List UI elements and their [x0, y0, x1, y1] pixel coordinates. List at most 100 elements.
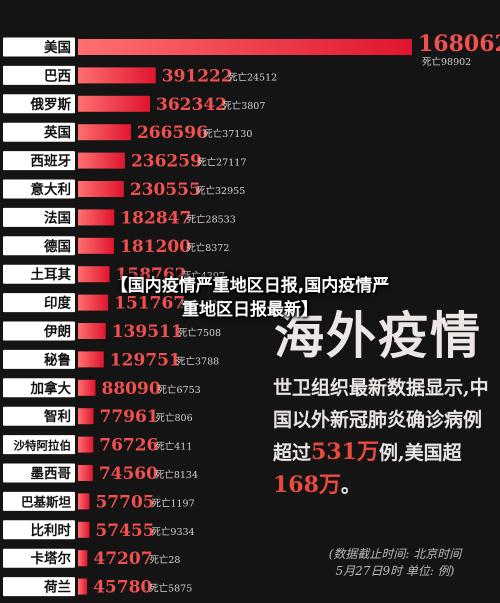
description-part3: 。 [340, 475, 360, 497]
bar [78, 237, 115, 254]
deaths-label: 死亡98902 [422, 56, 471, 68]
country-label: 比利时 [31, 522, 72, 539]
footnote-line2: 5月27日9时 单位: 例) [335, 564, 455, 578]
deaths-label: 死亡24512 [228, 71, 277, 83]
country-label-box [3, 548, 75, 568]
value-label: 47207 [93, 549, 152, 569]
country-label-box [3, 65, 75, 85]
country-label: 印度 [44, 295, 71, 312]
country-label-box [3, 435, 75, 455]
deaths-label: 死亡8134 [155, 469, 198, 481]
country-label-box [3, 378, 75, 398]
overlay-title-line1: 【国内疫情严重地区日报,国内疫情严 [110, 276, 390, 296]
deaths-label: 死亡28 [149, 554, 180, 566]
deaths-label: 死亡3788 [176, 355, 219, 367]
bar [78, 465, 93, 481]
value-label: 88090 [102, 379, 161, 399]
deaths-label: 死亡3807 [222, 100, 265, 112]
value-label: 1680625 [418, 31, 500, 57]
deaths-label: 死亡28533 [187, 213, 236, 225]
country-label-box [3, 463, 75, 483]
description-part2: 例,美国超 [378, 442, 462, 464]
country-label: 墨西哥 [31, 466, 72, 482]
bar [78, 39, 412, 55]
deaths-label: 死亡37130 [203, 128, 252, 140]
country-label-box [3, 520, 75, 540]
country-label: 意大利 [31, 181, 72, 198]
country-label: 英国 [43, 124, 71, 141]
value-label: 362342 [156, 95, 227, 115]
country-label: 美国 [44, 39, 71, 56]
value-label: 181200 [120, 237, 191, 257]
overlay-title-line2: 重地区日报最新】 [182, 300, 318, 320]
deaths-label: 死亡6753 [158, 384, 201, 396]
bar [78, 408, 94, 425]
country-label-box [3, 321, 75, 341]
country-label: 伊朗 [43, 323, 71, 340]
deaths-label: 死亡32955 [196, 185, 245, 197]
bar [78, 152, 125, 169]
value-label: 45780 [93, 578, 152, 598]
country-label-box [3, 151, 75, 171]
bar [78, 493, 90, 510]
country-label: 秘鲁 [44, 351, 71, 368]
country-label: 德国 [44, 238, 71, 255]
deaths-label: 死亡7508 [178, 327, 221, 339]
bar [78, 351, 104, 368]
country-label: 西班牙 [31, 153, 72, 170]
deaths-label: 死亡27117 [197, 157, 246, 169]
country-label-box [3, 37, 75, 57]
value-label: 182847 [120, 208, 191, 228]
country-label-box [3, 179, 75, 199]
bar [78, 67, 156, 84]
deaths-label: 死亡8372 [186, 242, 229, 254]
value-label: 139511 [112, 322, 183, 342]
deaths-label: 死亡411 [155, 441, 192, 453]
bar [78, 124, 131, 141]
country-label-box [3, 349, 75, 369]
country-label-box [3, 236, 75, 256]
bar [78, 266, 110, 283]
country-label-box [3, 94, 75, 114]
bar [78, 550, 88, 567]
bar [78, 379, 96, 396]
value-label: 57705 [95, 492, 154, 512]
value-label: 236259 [131, 152, 202, 172]
value-label: 158762 [116, 265, 187, 285]
country-label: 法国 [44, 209, 71, 226]
country-label: 沙特阿拉伯 [14, 439, 72, 453]
bar [78, 209, 115, 226]
description-number-global: 531万 [311, 439, 379, 465]
value-label: 129751 [110, 350, 181, 370]
deaths-label: 死亡4397 [182, 270, 225, 282]
deaths-label: 死亡806 [155, 412, 192, 424]
value-label: 74560 [99, 464, 158, 484]
country-label: 土耳其 [31, 266, 72, 283]
country-label: 俄罗斯 [30, 96, 72, 113]
country-label-box [3, 406, 75, 426]
overlay-title: 【国内疫情严重地区日报,国内疫情严 重地区日报最新】 [60, 274, 440, 322]
country-label-box [3, 577, 75, 597]
country-label: 巴基斯坦 [21, 494, 72, 509]
deaths-label: 死亡1197 [151, 497, 194, 509]
deaths-label: 死亡4337 [180, 299, 223, 311]
country-label-box [3, 264, 75, 284]
country-label: 智利 [44, 408, 71, 425]
value-label: 57455 [95, 521, 154, 541]
country-label-box [3, 122, 75, 142]
country-label: 巴西 [44, 68, 71, 84]
data-footnote: (数据截止时间: 北京时间 5月27日9时 单位: 例) [300, 546, 490, 580]
description-text: 世卫组织最新数据显示,中国以外新冠肺炎确诊病例超过531万例,美国超 168万。 [273, 372, 491, 502]
bar [78, 294, 109, 311]
deaths-label: 死亡9334 [151, 526, 194, 538]
bar [78, 181, 124, 197]
country-label: 加拿大 [30, 380, 72, 397]
value-label: 230555 [130, 180, 201, 200]
country-label-box [3, 491, 75, 511]
country-label-box [3, 207, 75, 227]
country-label: 荷兰 [43, 579, 71, 596]
footnote-line1: (数据截止时间: 北京时间 [328, 547, 462, 561]
bar [78, 323, 106, 339]
bar [78, 578, 88, 595]
